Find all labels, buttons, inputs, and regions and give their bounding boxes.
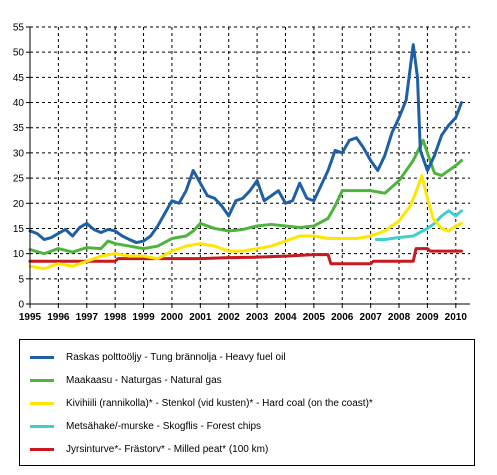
x-tick-label: 2004: [274, 312, 297, 323]
x-tick-label: 2002: [218, 312, 241, 323]
y-tick-label: 40: [13, 98, 25, 109]
x-tick-label: 2003: [246, 312, 269, 323]
x-tick-label: 2007: [360, 312, 383, 323]
x-tick-label: 2005: [303, 312, 326, 323]
legend-swatch-heavy-fuel-oil: [30, 355, 54, 359]
y-tick-label: 55: [13, 23, 25, 34]
series-line-forest-chips: [374, 209, 463, 242]
y-tick-labels: 0 5 10 15 20 25 30 35 40 45 50 55: [13, 23, 25, 311]
x-tick-label: 2006: [331, 312, 354, 323]
series-line-heavy-fuel-oil: [28, 43, 463, 245]
legend-swatch-forest-chips: [30, 424, 54, 428]
legend-swatch-hard-coal: [30, 401, 54, 405]
legend-item-forest-chips: Metsähake/-murske - Skogflis - Forest ch…: [30, 417, 261, 435]
legend-label-heavy-fuel-oil: Raskas polttoöljy - Tung brännolja - Hea…: [66, 351, 286, 363]
legend-label-milled-peat: Jyrsinturve*- Frästorv* - Milled peat* (…: [66, 443, 269, 455]
y-tick-label: 20: [13, 199, 25, 210]
series-lines: [28, 43, 463, 271]
legend-item-hard-coal: Kivihiili (rannikolla)* - Stenkol (vid k…: [30, 394, 373, 412]
y-tick-label: 35: [13, 123, 25, 134]
series-line-natural-gas: [28, 138, 463, 256]
legend-label-natural-gas: Maakaasu - Naturgas - Natural gas: [66, 374, 222, 386]
y-tick-label: 30: [13, 148, 25, 159]
legend-label-forest-chips: Metsähake/-murske - Skogflis - Forest ch…: [66, 420, 262, 432]
y-tick-label: 45: [13, 73, 25, 84]
legend-swatch-milled-peat: [30, 447, 54, 451]
x-tick-label: 2008: [388, 312, 411, 323]
legend: Raskas polttoöljy - Tung brännolja - Hea…: [19, 339, 475, 466]
x-tick-label: 1997: [76, 312, 99, 323]
axes: [26, 26, 470, 308]
series-line-hard-coal: [28, 174, 463, 271]
y-tick-label: 25: [13, 174, 25, 185]
x-tick-label: 2000: [161, 312, 184, 323]
x-tick-labels: 1995 1996 1997 1998 1999 2000 2001 2002 2003 2004…: [19, 312, 467, 323]
x-tick-label: 1996: [47, 312, 70, 323]
legend-item-natural-gas: Maakaasu - Naturgas - Natural gas: [30, 371, 222, 389]
x-tick-label: 1999: [132, 312, 155, 323]
legend-label-hard-coal: Kivihiili (rannikolla)* - Stenkol (vid k…: [66, 397, 373, 409]
series-line-milled-peat: [28, 247, 463, 266]
y-tick-label: 10: [13, 249, 25, 260]
y-tick-label: 0: [18, 300, 24, 311]
legend-swatch-natural-gas: [30, 378, 54, 382]
x-tick-label: 1998: [104, 312, 127, 323]
legend-item-milled-peat: Jyrsinturve*- Frästorv* - Milled peat* (…: [30, 440, 268, 458]
y-tick-label: 50: [13, 48, 25, 59]
x-tick-label: 2009: [416, 312, 439, 323]
x-tick-label: 2001: [189, 312, 212, 323]
x-tick-label: 1995: [19, 312, 42, 323]
y-tick-label: 5: [18, 274, 24, 285]
y-tick-label: 15: [13, 224, 25, 235]
x-tick-label: 2010: [445, 312, 468, 323]
legend-item-heavy-fuel-oil: Raskas polttoöljy - Tung brännolja - Hea…: [30, 348, 286, 366]
